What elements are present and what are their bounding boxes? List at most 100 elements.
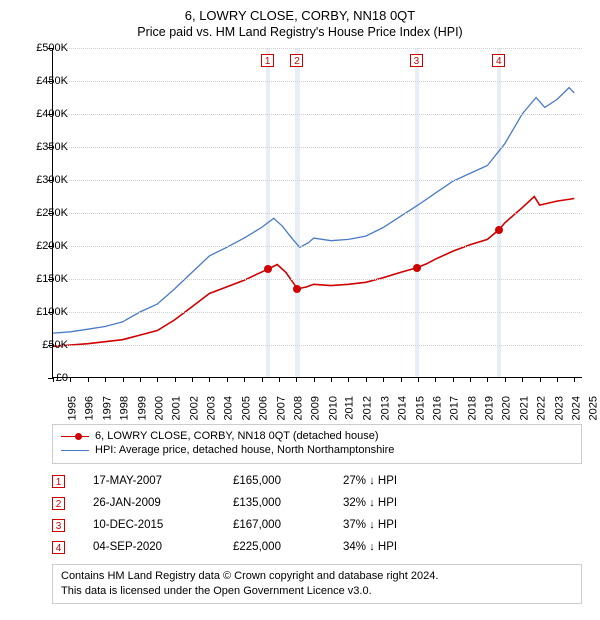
chart-container: 6, LOWRY CLOSE, CORBY, NN18 0QT Price pa…	[0, 0, 600, 620]
sales-row-pct: 32% ↓ HPI	[343, 497, 453, 509]
grid-line	[53, 279, 582, 280]
x-axis-label: 2003	[206, 396, 218, 420]
x-tick	[227, 377, 228, 382]
x-tick	[314, 377, 315, 382]
legend-swatch-dot	[75, 433, 82, 440]
grid-line	[53, 147, 582, 148]
x-tick	[262, 377, 263, 382]
x-tick	[244, 377, 245, 382]
sale-dot	[495, 226, 503, 234]
sales-row-pct: 27% ↓ HPI	[343, 475, 453, 487]
x-axis-label: 1996	[84, 396, 96, 420]
y-axis-label: £150K	[23, 273, 68, 285]
x-tick	[70, 377, 71, 382]
grid-line	[53, 180, 582, 181]
x-axis-label: 2004	[223, 396, 235, 420]
x-axis-label: 2015	[414, 396, 426, 420]
sale-dot	[264, 265, 272, 273]
x-axis-label: 2002	[188, 396, 200, 420]
footer-line-2: This data is licensed under the Open Gov…	[61, 584, 573, 599]
y-axis-label: £350K	[23, 141, 68, 153]
x-axis-label: 2010	[327, 396, 339, 420]
sale-marker-box: 2	[290, 54, 303, 67]
sales-row: 226-JAN-2009£135,00032% ↓ HPI	[52, 492, 453, 514]
series-line-property	[53, 197, 574, 347]
sales-row-pct: 34% ↓ HPI	[343, 541, 453, 553]
x-tick	[157, 377, 158, 382]
x-axis-label: 2011	[344, 396, 356, 420]
x-tick	[453, 377, 454, 382]
legend-swatch-line	[61, 450, 89, 451]
sales-row-pct: 37% ↓ HPI	[343, 519, 453, 531]
chart-plot-area: 1234	[52, 48, 582, 378]
y-axis-label: £100K	[23, 306, 68, 318]
sales-row-price: £165,000	[233, 475, 343, 487]
x-tick	[123, 377, 124, 382]
x-tick	[557, 377, 558, 382]
x-tick	[401, 377, 402, 382]
x-tick	[192, 377, 193, 382]
x-tick	[331, 377, 332, 382]
x-axis-label: 2018	[466, 396, 478, 420]
x-axis-label: 2017	[449, 396, 461, 420]
x-tick	[105, 377, 106, 382]
x-axis-label: 2021	[518, 396, 530, 420]
x-tick	[574, 377, 575, 382]
x-tick	[540, 377, 541, 382]
x-axis-label: 2012	[362, 396, 374, 420]
legend-box: 6, LOWRY CLOSE, CORBY, NN18 0QT (detache…	[52, 424, 582, 464]
x-tick	[88, 377, 89, 382]
sales-row: 310-DEC-2015£167,00037% ↓ HPI	[52, 514, 453, 536]
x-tick	[487, 377, 488, 382]
series-line-hpi	[53, 88, 574, 334]
x-axis-label: 2023	[553, 396, 565, 420]
grid-line	[53, 345, 582, 346]
y-axis-label: £400K	[23, 108, 68, 120]
sales-row: 117-MAY-2007£165,00027% ↓ HPI	[52, 470, 453, 492]
x-axis-label: 2006	[258, 396, 270, 420]
sales-row-marker: 4	[52, 541, 65, 554]
x-axis-label: 2025	[588, 396, 600, 420]
sales-row-marker: 3	[52, 519, 65, 532]
x-tick	[505, 377, 506, 382]
x-axis-label: 2016	[431, 396, 443, 420]
grid-line	[53, 48, 582, 49]
x-axis-label: 2000	[153, 396, 165, 420]
sales-row-marker: 2	[52, 497, 65, 510]
grid-line	[53, 246, 582, 247]
footer-attribution: Contains HM Land Registry data © Crown c…	[52, 564, 582, 604]
x-tick	[522, 377, 523, 382]
legend-label: HPI: Average price, detached house, Nort…	[95, 444, 394, 456]
x-tick	[348, 377, 349, 382]
sales-table: 117-MAY-2007£165,00027% ↓ HPI 2 26-JAN-200…	[52, 470, 453, 558]
x-axis-label: 2020	[501, 396, 513, 420]
footer-line-1: Contains HM Land Registry data © Crown c…	[61, 569, 573, 584]
sale-marker-box: 3	[410, 54, 423, 67]
x-tick	[279, 377, 280, 382]
x-axis-label: 2014	[397, 396, 409, 420]
chart-title: 6, LOWRY CLOSE, CORBY, NN18 0QT	[0, 0, 600, 23]
y-axis-label: £0	[23, 372, 68, 384]
legend-label: 6, LOWRY CLOSE, CORBY, NN18 0QT (detache…	[95, 430, 379, 442]
x-axis-label: 2001	[171, 396, 183, 420]
sale-marker-box: 4	[492, 54, 505, 67]
x-tick	[435, 377, 436, 382]
x-axis-label: 2022	[536, 396, 548, 420]
x-tick	[470, 377, 471, 382]
x-axis-label: 2013	[379, 396, 391, 420]
x-tick	[366, 377, 367, 382]
sales-row-date: 26-JAN-2009	[93, 497, 233, 509]
x-tick	[175, 377, 176, 382]
x-axis-label: 2005	[240, 396, 252, 420]
x-tick	[383, 377, 384, 382]
x-axis-label: 1999	[136, 396, 148, 420]
x-axis-label: 2024	[570, 396, 582, 420]
x-axis-label: 2008	[292, 396, 304, 420]
x-tick	[296, 377, 297, 382]
grid-line	[53, 312, 582, 313]
sales-row-date: 17-MAY-2007	[93, 475, 233, 487]
x-axis-label: 2009	[310, 396, 322, 420]
x-axis-label: 1995	[66, 396, 78, 420]
y-axis-label: £500K	[23, 42, 68, 54]
x-axis-label: 1998	[119, 396, 131, 420]
